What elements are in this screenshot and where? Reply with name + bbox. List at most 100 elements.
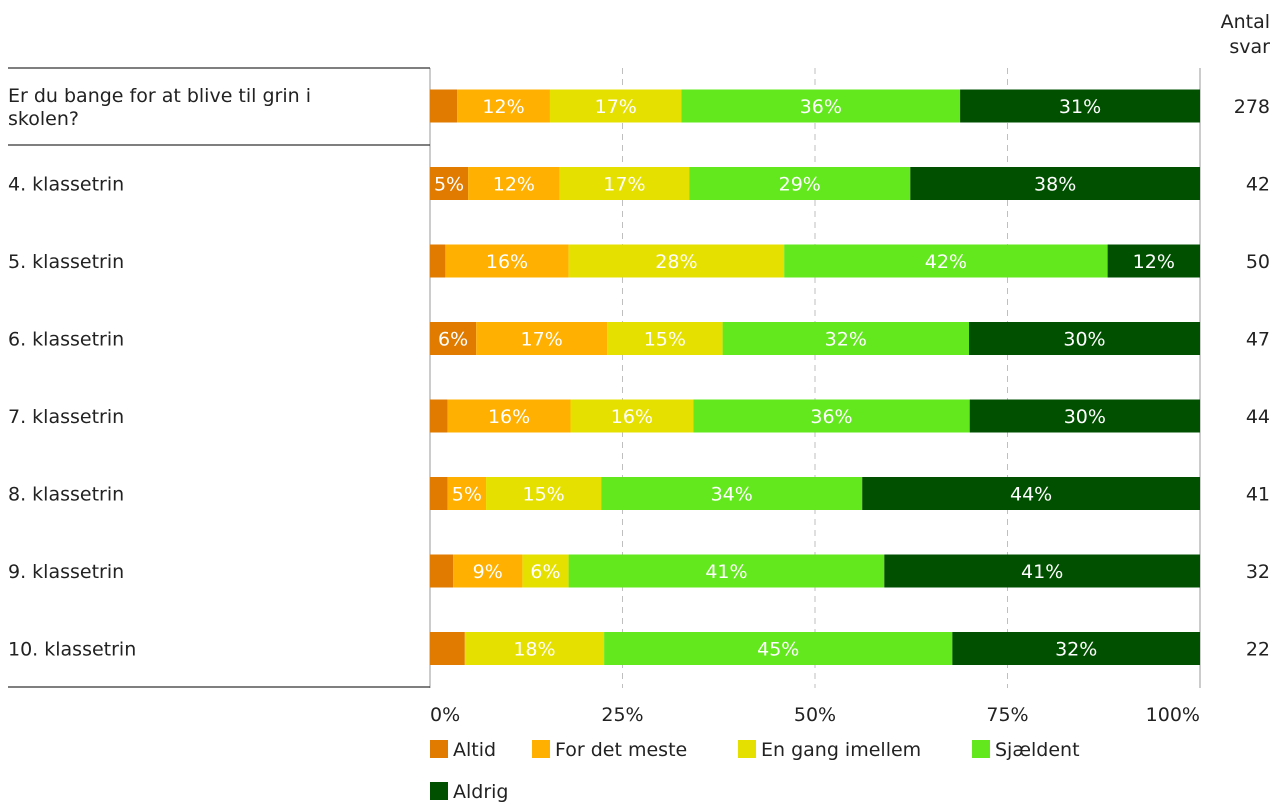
bar-segment-aldrig	[969, 399, 1200, 433]
bar-segment-sj-ldent	[604, 632, 953, 665]
data-label: 44%	[1010, 484, 1052, 506]
bar-segment-en-gang-imellem	[486, 477, 602, 510]
count-header-line: svar	[1229, 36, 1270, 58]
row-label: 7. klassetrin	[8, 406, 124, 428]
legend-swatch	[430, 782, 448, 800]
bar-segment-altid	[430, 167, 469, 200]
row-label: 10. klassetrin	[8, 639, 136, 661]
data-label: 9%	[473, 561, 503, 583]
data-label: 12%	[1133, 251, 1175, 273]
bar-segment-for-det-meste	[447, 399, 571, 433]
data-label: 5%	[452, 484, 482, 506]
bar-segment-en-gang-imellem	[607, 322, 723, 355]
legend-swatch	[430, 740, 448, 758]
x-tick-label: 75%	[986, 704, 1028, 726]
legend-label: En gang imellem	[761, 739, 921, 761]
data-label: 29%	[779, 174, 821, 196]
data-label: 41%	[705, 561, 747, 583]
bar-segment-en-gang-imellem	[549, 89, 682, 123]
bar-segment-altid	[430, 322, 477, 355]
bar-segment-for-det-meste	[476, 322, 608, 355]
count-label: 41	[1246, 484, 1270, 506]
bar-segment-for-det-meste	[457, 89, 550, 123]
bar-segment-en-gang-imellem	[522, 554, 569, 588]
bar-segment-sj-ldent	[681, 89, 961, 123]
bar-segment-aldrig	[960, 89, 1200, 123]
count-label: 278	[1234, 96, 1270, 118]
data-label: 34%	[711, 484, 753, 506]
data-label: 17%	[603, 174, 645, 196]
bar-segment-altid	[430, 89, 458, 123]
legend-label: Altid	[453, 739, 496, 761]
bar-segment-aldrig	[910, 167, 1200, 200]
data-label: 32%	[825, 329, 867, 351]
row-label: 5. klassetrin	[8, 251, 124, 273]
data-label: 6%	[530, 561, 560, 583]
data-label: 6%	[438, 329, 468, 351]
row-label: skolen?	[8, 108, 79, 130]
data-label: 16%	[486, 251, 528, 273]
bar-segment-en-gang-imellem	[568, 244, 785, 278]
bar-segment-sj-ldent	[689, 167, 911, 200]
row-label: 9. klassetrin	[8, 561, 124, 583]
data-label: 30%	[1063, 329, 1105, 351]
data-label: 16%	[611, 406, 653, 428]
data-label: 12%	[482, 96, 524, 118]
count-label: 22	[1246, 639, 1270, 661]
bar-segment-for-det-meste	[468, 167, 560, 200]
bar-segment-altid	[430, 399, 448, 433]
data-label: 36%	[800, 96, 842, 118]
legend-label: For det meste	[555, 739, 687, 761]
data-label: 45%	[757, 639, 799, 661]
row-label: Er du bange for at blive til grin i	[8, 85, 311, 107]
bar-segment-altid	[430, 554, 454, 588]
bar-segment-sj-ldent	[722, 322, 969, 355]
row-label: 8. klassetrin	[8, 484, 124, 506]
bar-segment-en-gang-imellem	[464, 632, 605, 665]
bar-segment-sj-ldent	[601, 477, 863, 510]
bar-segment-en-gang-imellem	[559, 167, 690, 200]
data-label: 12%	[493, 174, 535, 196]
data-label: 38%	[1034, 174, 1076, 196]
x-tick-label: 100%	[1146, 704, 1200, 726]
count-label: 32	[1246, 561, 1270, 583]
data-label: 17%	[521, 329, 563, 351]
data-label: 17%	[595, 96, 637, 118]
row-label: 4. klassetrin	[8, 174, 124, 196]
legend-swatch	[738, 740, 756, 758]
bar-segment-for-det-meste	[445, 244, 569, 278]
bar-segment-aldrig	[969, 322, 1200, 355]
bar-segment-aldrig	[862, 477, 1200, 510]
data-label: 15%	[644, 329, 686, 351]
data-label: 28%	[655, 251, 697, 273]
data-label: 42%	[925, 251, 967, 273]
x-tick-label: 0%	[430, 704, 460, 726]
count-label: 50	[1246, 251, 1270, 273]
row-label: 6. klassetrin	[8, 329, 124, 351]
bar-segment-for-det-meste	[447, 477, 487, 510]
bar-segment-altid	[430, 244, 446, 278]
count-label: 44	[1246, 406, 1270, 428]
count-label: 42	[1246, 174, 1270, 196]
data-label: 31%	[1059, 96, 1101, 118]
data-label: 32%	[1055, 639, 1097, 661]
bar-segment-sj-ldent	[784, 244, 1108, 278]
data-label: 5%	[434, 174, 464, 196]
bar-segment-altid	[430, 477, 448, 510]
bar-segment-aldrig	[952, 632, 1200, 665]
data-label: 36%	[810, 406, 852, 428]
bar-segment-altid	[430, 632, 465, 665]
data-label: 16%	[488, 406, 530, 428]
x-tick-label: 25%	[601, 704, 643, 726]
legend-swatch	[972, 740, 990, 758]
legend-label: Sjældent	[995, 739, 1080, 761]
data-label: 41%	[1021, 561, 1063, 583]
bar-segment-aldrig	[1107, 244, 1200, 278]
data-label: 15%	[523, 484, 565, 506]
count-header-line: Antal	[1221, 11, 1270, 33]
x-tick-label: 50%	[794, 704, 836, 726]
count-label: 47	[1246, 329, 1270, 351]
bar-segment-aldrig	[884, 554, 1200, 588]
bar-segment-for-det-meste	[453, 554, 523, 588]
